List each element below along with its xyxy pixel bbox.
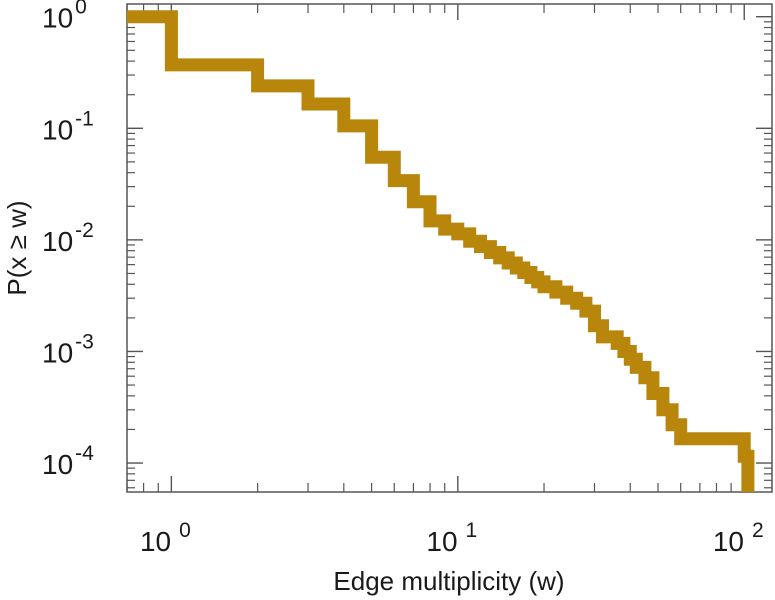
y-tick-label: 10-2 [42, 219, 94, 257]
y-tick-label: 10-4 [42, 442, 94, 480]
x-tick-label: 10 2 [713, 519, 764, 557]
ccdf-step-line [127, 10, 755, 492]
y-tick-label: 10-1 [42, 107, 94, 145]
plot-frame [126, 3, 773, 493]
x-tick-label: 10 1 [426, 519, 477, 557]
minor-ticks [126, 4, 772, 492]
x-axis-title: Edge multiplicity (w) [333, 566, 564, 596]
x-tick-labels: 10 0 10 1 10 2 [140, 519, 764, 557]
y-tick-label: 10-3 [42, 330, 94, 368]
series-layer [127, 10, 755, 492]
y-axis-title: P(x ≥ w) [2, 200, 32, 295]
y-tick-label: 100 [42, 0, 87, 34]
y-tick-labels: 100 10-1 10-2 10-3 10-4 [42, 0, 94, 480]
x-tick-label: 10 0 [140, 519, 191, 557]
